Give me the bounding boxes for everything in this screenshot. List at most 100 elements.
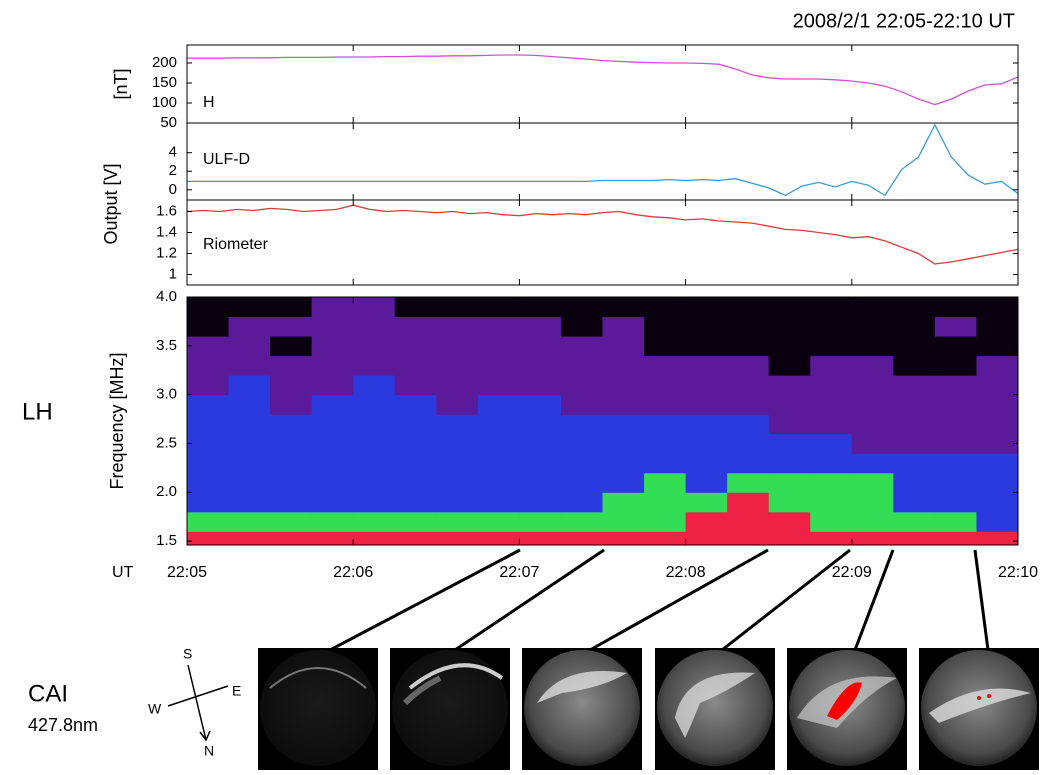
- heat-cell: [187, 433, 230, 454]
- heat-cell: [311, 336, 354, 357]
- panel-frame: [186, 199, 1019, 286]
- x-tick-label: 22:10: [998, 564, 1038, 581]
- heat-cell: [560, 297, 603, 318]
- heat-cell: [685, 375, 728, 396]
- heat-cell: [810, 531, 853, 546]
- heat-cell: [477, 414, 520, 435]
- heat-cell: [934, 472, 977, 493]
- heat-cell: [311, 297, 354, 318]
- heat-cell: [270, 472, 313, 493]
- heat-cell: [436, 336, 479, 357]
- heat-cell: [644, 492, 687, 513]
- connector: [721, 548, 851, 652]
- y-tick-label: 150: [152, 74, 177, 91]
- heat-cell: [685, 453, 728, 474]
- y-tick-label: 1.6: [156, 203, 177, 220]
- heat-cell: [893, 433, 936, 454]
- x-tick-label: 22:08: [666, 564, 706, 581]
- heat-cell: [477, 453, 520, 474]
- heat-cell: [768, 336, 811, 357]
- heat-cell: [851, 336, 894, 357]
- heat-cell: [727, 297, 770, 318]
- heat-cell: [768, 316, 811, 337]
- heat-cell: [768, 492, 811, 513]
- heat-cell: [228, 492, 271, 513]
- heat-cell: [727, 355, 770, 376]
- heat-cell: [602, 531, 645, 546]
- heat-cell: [187, 414, 230, 435]
- heat-cell: [602, 375, 645, 396]
- heat-cell: [270, 531, 313, 546]
- heat-cell: [976, 297, 1019, 318]
- heat-cell: [477, 355, 520, 376]
- heat-cell: [228, 375, 271, 396]
- heat-cell: [560, 394, 603, 415]
- heat-cell: [394, 433, 437, 454]
- heat-cell: [976, 336, 1019, 357]
- heat-cell: [270, 492, 313, 513]
- heat-cell: [228, 414, 271, 435]
- heat-cell: [394, 414, 437, 435]
- connector: [454, 548, 605, 652]
- heat-cell: [893, 375, 936, 396]
- heat-cell: [519, 531, 562, 546]
- heat-cell: [187, 453, 230, 474]
- heat-cell: [851, 375, 894, 396]
- heat-cell: [519, 414, 562, 435]
- heat-cell: [519, 511, 562, 532]
- y-axis-label: Output [V]: [101, 163, 121, 244]
- heat-cell: [270, 511, 313, 532]
- heat-cell: [602, 414, 645, 435]
- y-tick-label: 2.5: [156, 434, 177, 451]
- heat-cell: [394, 336, 437, 357]
- heat-cell: [934, 394, 977, 415]
- heat-cell: [727, 472, 770, 493]
- heat-cell: [436, 414, 479, 435]
- heat-cell: [851, 297, 894, 318]
- compass-n: N: [204, 743, 214, 759]
- heat-cell: [644, 531, 687, 546]
- heat-cell: [768, 394, 811, 415]
- heat-cell: [270, 336, 313, 357]
- heat-cell: [436, 394, 479, 415]
- heat-cell: [893, 414, 936, 435]
- heat-cell: [436, 375, 479, 396]
- heat-cell: [311, 375, 354, 396]
- heat-cell: [810, 394, 853, 415]
- heat-cell: [436, 453, 479, 474]
- heat-cell: [934, 433, 977, 454]
- heat-cell: [976, 433, 1019, 454]
- heat-cell: [851, 394, 894, 415]
- heat-cell: [768, 375, 811, 396]
- compass-arrow: [199, 730, 211, 742]
- heat-cell: [685, 531, 728, 546]
- heat-cell: [353, 297, 396, 318]
- heat-cell: [477, 472, 520, 493]
- heat-cell: [187, 492, 230, 513]
- heat-cell: [893, 453, 936, 474]
- heat-cell: [893, 394, 936, 415]
- heat-cell: [685, 297, 728, 318]
- heat-cell: [893, 531, 936, 546]
- heat-cell: [685, 355, 728, 376]
- heat-cell: [685, 316, 728, 337]
- connector: [853, 549, 895, 651]
- heat-cell: [893, 355, 936, 376]
- heat-cell: [976, 355, 1019, 376]
- heat-cell: [644, 433, 687, 454]
- heat-cell: [228, 316, 271, 337]
- data-line: [187, 54, 1019, 106]
- heat-cell: [394, 492, 437, 513]
- heat-cell: [727, 511, 770, 532]
- heat-cell: [810, 414, 853, 435]
- all-sky-images: [258, 648, 1039, 770]
- heat-cell: [602, 316, 645, 337]
- y-tick-label: 1.4: [156, 223, 177, 240]
- heat-cell: [187, 355, 230, 376]
- panel-frame: [186, 296, 1019, 546]
- heat-cell: [685, 472, 728, 493]
- y-tick-label: 0: [169, 181, 177, 198]
- heat-cell: [810, 355, 853, 376]
- heat-cell: [519, 297, 562, 318]
- heat-cell: [270, 433, 313, 454]
